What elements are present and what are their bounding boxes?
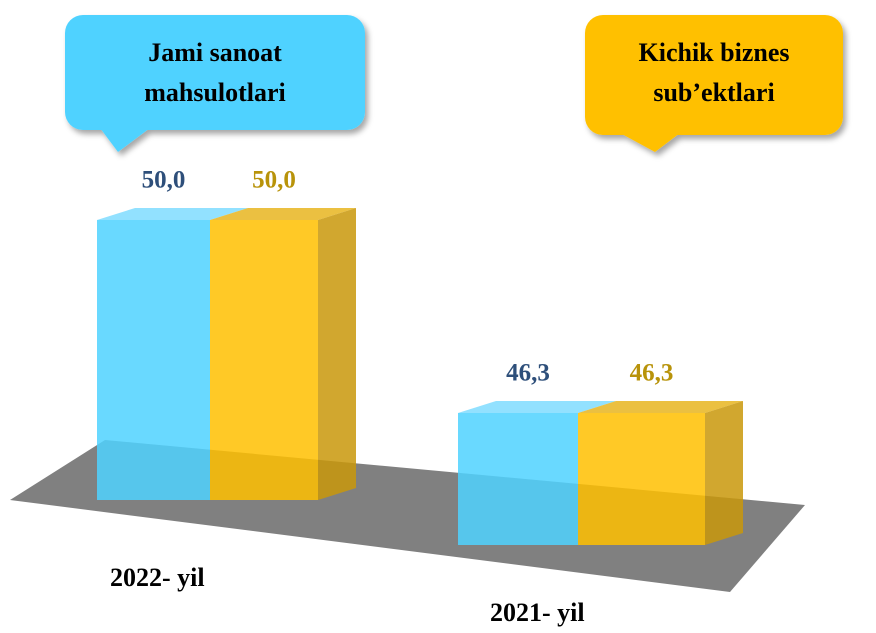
bar-side xyxy=(705,401,743,545)
callout-tail xyxy=(620,133,680,152)
legend-callout xyxy=(585,15,843,152)
bar xyxy=(97,220,210,500)
bar-top xyxy=(210,208,356,220)
bar-top xyxy=(458,401,616,413)
value-label: 46,3 xyxy=(630,360,674,387)
bar-side xyxy=(318,208,356,500)
bar-top xyxy=(578,401,743,413)
value-label: 50,0 xyxy=(142,167,186,194)
legend-label: Kichik biznes sub’ektlari xyxy=(639,38,790,107)
bar xyxy=(578,413,705,545)
bar xyxy=(458,413,578,545)
bar-top xyxy=(97,208,248,220)
callout-box xyxy=(585,15,843,135)
callout-box xyxy=(65,15,365,130)
legend-label: Jami sanoat mahsulotlari xyxy=(144,38,286,107)
bar xyxy=(210,220,318,500)
value-label: 46,3 xyxy=(506,360,550,387)
value-label: 50,0 xyxy=(252,167,296,194)
x-tick-label: 2021- yil xyxy=(490,598,585,627)
x-tick-label: 2022- yil xyxy=(110,563,205,592)
callout-tail xyxy=(100,128,150,152)
legend-callout xyxy=(65,15,365,152)
